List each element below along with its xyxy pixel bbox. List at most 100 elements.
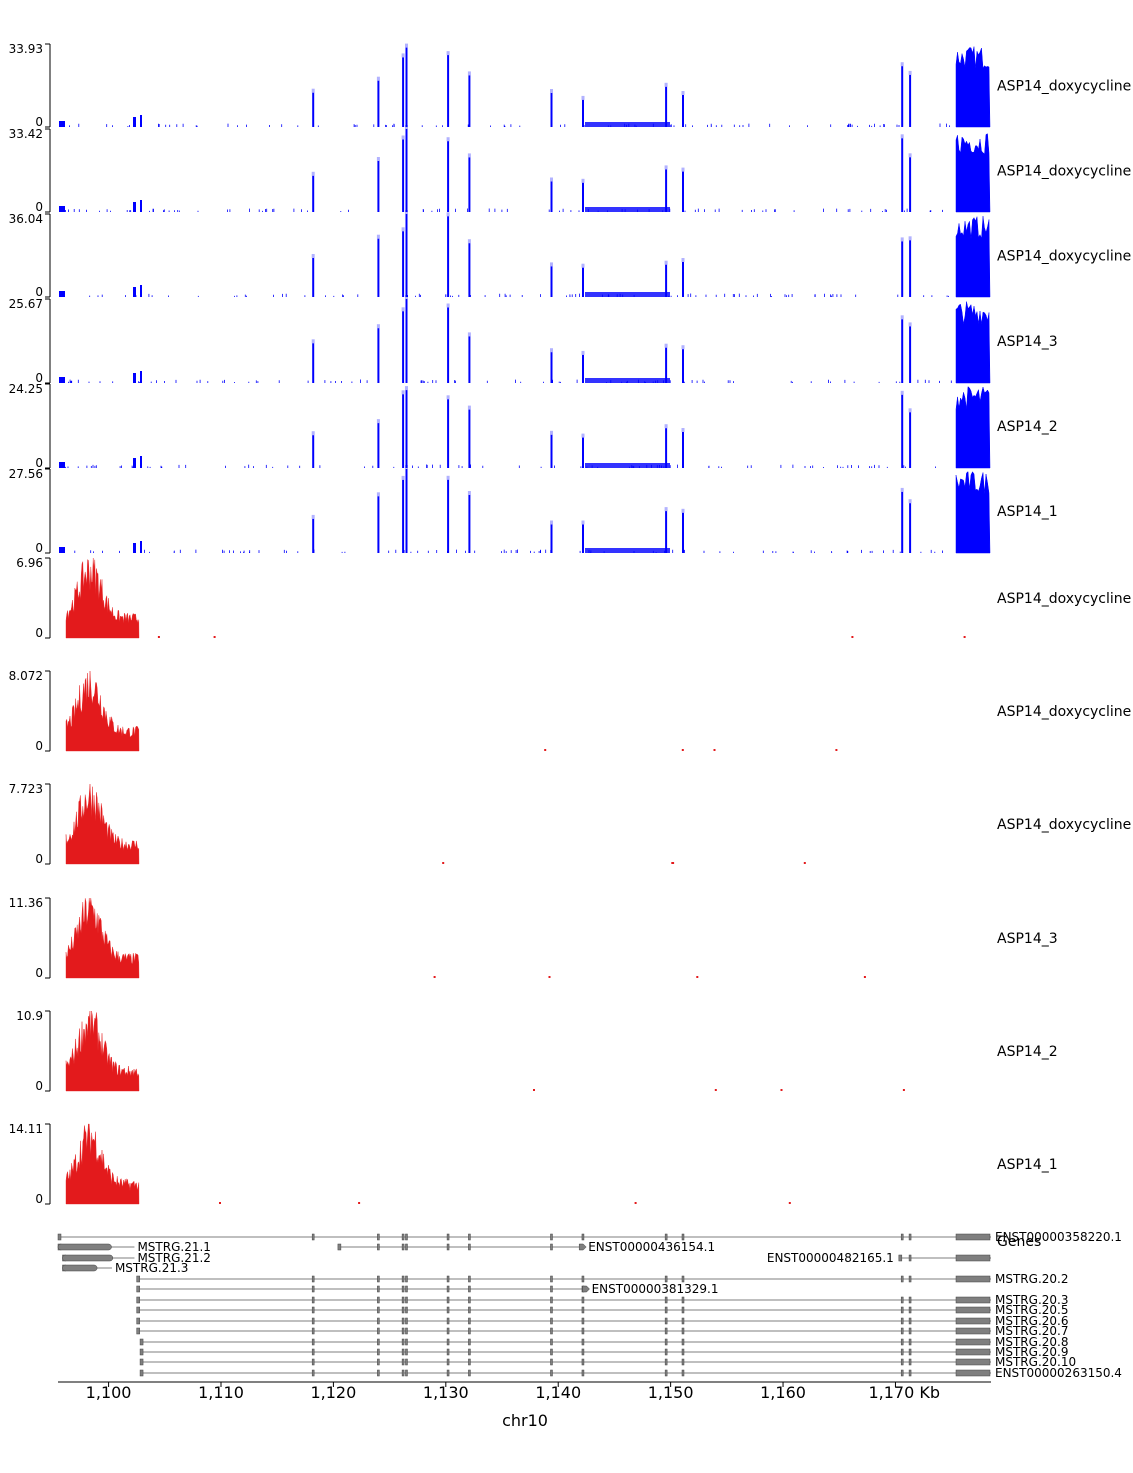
transcript-exon — [311, 1358, 315, 1366]
coverage-tracks: 33.930ASP14_doxycycline33.420ASP14_doxyc… — [9, 42, 1132, 1206]
start-peak — [59, 462, 65, 468]
transcript-exon — [550, 1243, 553, 1251]
transcript-name: MSTRG.20.3 — [995, 1293, 1068, 1307]
early-peak — [140, 371, 142, 383]
transcript-2: ENST00000436154.1 — [337, 1240, 715, 1254]
transcript-exon — [468, 1275, 471, 1283]
transcript-exon — [468, 1243, 471, 1251]
track-6: 27.56 0 ASP14_1 — [9, 465, 1058, 555]
transcript-exon — [581, 1369, 585, 1377]
intron-coverage — [585, 463, 670, 468]
exon-peak-halo — [311, 171, 315, 176]
exon-peak-halo — [467, 153, 471, 158]
exon-peak-2 — [377, 80, 380, 127]
transcript-name: ENST00000358220.1 — [995, 1230, 1122, 1244]
track-ymin-label: 0 — [35, 541, 43, 555]
transcript-exon — [908, 1317, 912, 1325]
exon-peak-halo — [664, 260, 668, 265]
track-label: ASP14_doxycycline — [997, 704, 1131, 720]
exon-peak-halo — [401, 390, 405, 395]
transcript-exon — [405, 1306, 408, 1314]
track-label: ASP14_doxycycline — [997, 249, 1131, 265]
signal-blip — [696, 976, 699, 978]
exon-peak-3 — [402, 479, 405, 553]
transcript-exon — [401, 1233, 405, 1241]
exon-peak-halo — [405, 295, 408, 299]
transcript-exon-block — [62, 1254, 114, 1262]
transcript-exon — [401, 1327, 405, 1335]
track-ymin-label: 0 — [35, 852, 43, 866]
signal-blip — [157, 636, 160, 638]
genes-track-label: Genes — [997, 1234, 1041, 1250]
transcript-exon — [900, 1296, 904, 1304]
transcript-exon — [581, 1233, 585, 1241]
transcript-exon — [908, 1275, 912, 1283]
exon-peak-halo — [664, 424, 668, 429]
exon-peak-halo — [376, 419, 380, 424]
exon-peak-6 — [468, 75, 471, 127]
transcript-6: MSTRG.21.3 — [62, 1261, 188, 1275]
intron-coverage — [585, 122, 670, 127]
exon-peak-8 — [582, 182, 584, 212]
exon-peak-halo — [900, 62, 904, 67]
exon-peak-halo — [908, 153, 912, 158]
transcript-first-exon — [136, 1285, 140, 1293]
transcript-exon — [377, 1306, 380, 1314]
transcript-exon — [664, 1306, 668, 1314]
exon-peak-halo — [446, 137, 450, 142]
transcript-exon — [377, 1275, 380, 1283]
track-5: 24.25 0 ASP14_2 — [9, 382, 1058, 470]
exon-peak-halo — [376, 492, 380, 497]
transcript-name: MSTRG.20.6 — [995, 1314, 1068, 1328]
transcript-first-exon — [136, 1306, 140, 1314]
transcript-5: ENST00000482165.1 — [767, 1251, 991, 1265]
exon-peak-5 — [447, 399, 450, 468]
transcript-exon — [664, 1317, 668, 1325]
transcript-first-exon — [898, 1254, 903, 1262]
exon-peak-halo — [405, 43, 408, 48]
track-ymax-label: 25.67 — [9, 297, 43, 311]
early-peak — [140, 200, 142, 212]
transcript-exon — [681, 1275, 685, 1283]
exon-peak-1 — [312, 518, 315, 553]
transcript-name: MSTRG.20.8 — [995, 1335, 1068, 1349]
transcript-last-exon — [955, 1254, 991, 1262]
exon-peak-12 — [909, 326, 912, 383]
transcript-name: ENST00000482165.1 — [767, 1251, 894, 1265]
track-ymin-label: 0 — [35, 1079, 43, 1093]
transcript-exon — [581, 1338, 585, 1346]
transcript-first-exon — [57, 1233, 62, 1241]
transcript-exon — [377, 1327, 380, 1335]
exon-peak-halo — [664, 343, 668, 348]
exon-peak-halo — [401, 307, 405, 312]
exon-peak-halo — [550, 89, 553, 93]
exon-peak-2 — [377, 328, 380, 383]
exon-peak-halo — [467, 405, 471, 410]
x-tick-label: 1,130 — [423, 1383, 469, 1402]
signal-blip — [863, 976, 866, 978]
exon-peak-11 — [901, 491, 904, 553]
signal-blip — [788, 1202, 791, 1204]
exon-peak-halo — [405, 210, 408, 214]
exon-peak-4 — [405, 47, 408, 127]
early-peak — [133, 458, 136, 468]
transcript-exon — [401, 1285, 405, 1293]
exon-peak-9 — [665, 511, 668, 553]
track-ymax-label: 6.96 — [16, 556, 43, 570]
transcript-exon — [405, 1275, 408, 1283]
track-11: 10.9 0 ASP14_2 — [16, 1009, 1057, 1093]
exon-peak-10 — [682, 349, 684, 383]
transcript-name: MSTRG.20.9 — [995, 1345, 1068, 1359]
exon-peak-halo — [900, 487, 904, 492]
early-peak — [133, 117, 136, 127]
transcript-end-arrow — [578, 1243, 587, 1251]
exon-peak-3 — [402, 57, 405, 127]
transcript-exon — [908, 1233, 912, 1241]
signal-blip — [433, 976, 436, 978]
transcript-exon — [664, 1233, 668, 1241]
transcript-last-exon — [955, 1338, 991, 1346]
start-peak — [59, 121, 65, 127]
transcript-exon — [550, 1275, 553, 1283]
intron-coverage — [585, 378, 670, 383]
transcript-exon — [405, 1348, 408, 1356]
